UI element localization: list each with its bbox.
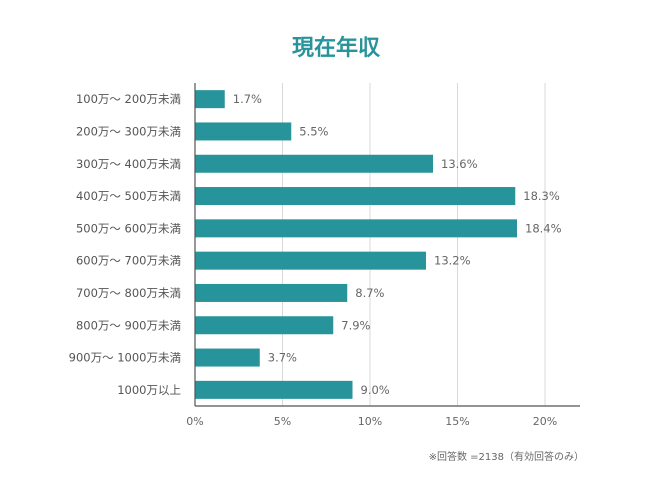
value-label-2: 13.6% bbox=[441, 157, 478, 171]
value-label-1: 5.5% bbox=[299, 124, 328, 138]
x-tick-label-4: 20% bbox=[533, 415, 557, 428]
x-tick-label-2: 10% bbox=[358, 415, 382, 428]
value-label-0: 1.7% bbox=[233, 92, 262, 106]
bar-2 bbox=[195, 154, 433, 173]
category-label-2: 300万～ 400万未満 bbox=[76, 157, 181, 171]
chart-title: 現在年収 bbox=[291, 36, 380, 61]
value-label-5: 13.2% bbox=[434, 254, 471, 268]
category-label-3: 400万～ 500万未満 bbox=[76, 189, 181, 203]
bar-7 bbox=[195, 316, 334, 335]
category-label-6: 700万～ 800万未満 bbox=[76, 286, 181, 300]
x-tick-label-1: 5% bbox=[274, 415, 291, 428]
category-label-4: 500万～ 600万未満 bbox=[76, 221, 181, 235]
category-label-5: 600万～ 700万未満 bbox=[76, 254, 181, 268]
category-label-9: 1000万以上 bbox=[117, 383, 181, 397]
bar-1 bbox=[195, 122, 292, 141]
category-label-0: 100万～ 200万未満 bbox=[76, 92, 181, 106]
category-label-8: 900万～ 1000万未満 bbox=[69, 351, 181, 365]
value-label-7: 7.9% bbox=[341, 318, 370, 332]
x-tick-label-3: 15% bbox=[445, 415, 469, 428]
bar-3 bbox=[195, 187, 516, 206]
bar-6 bbox=[195, 283, 348, 302]
bar-0 bbox=[195, 90, 225, 109]
bar-9 bbox=[195, 380, 353, 399]
bar-4 bbox=[195, 219, 517, 238]
category-label-1: 200万～ 300万未満 bbox=[76, 124, 181, 138]
category-label-7: 800万～ 900万未満 bbox=[76, 318, 181, 332]
value-label-6: 8.7% bbox=[355, 286, 384, 300]
value-label-3: 18.3% bbox=[523, 189, 560, 203]
value-label-9: 9.0% bbox=[361, 383, 390, 397]
footnote: ※回答数 =2138（有効回答のみ） bbox=[428, 452, 584, 463]
value-label-4: 18.4% bbox=[525, 221, 562, 235]
bar-8 bbox=[195, 348, 260, 367]
value-label-8: 3.7% bbox=[268, 351, 297, 365]
x-tick-label-0: 0% bbox=[186, 415, 203, 428]
bar-5 bbox=[195, 251, 426, 270]
